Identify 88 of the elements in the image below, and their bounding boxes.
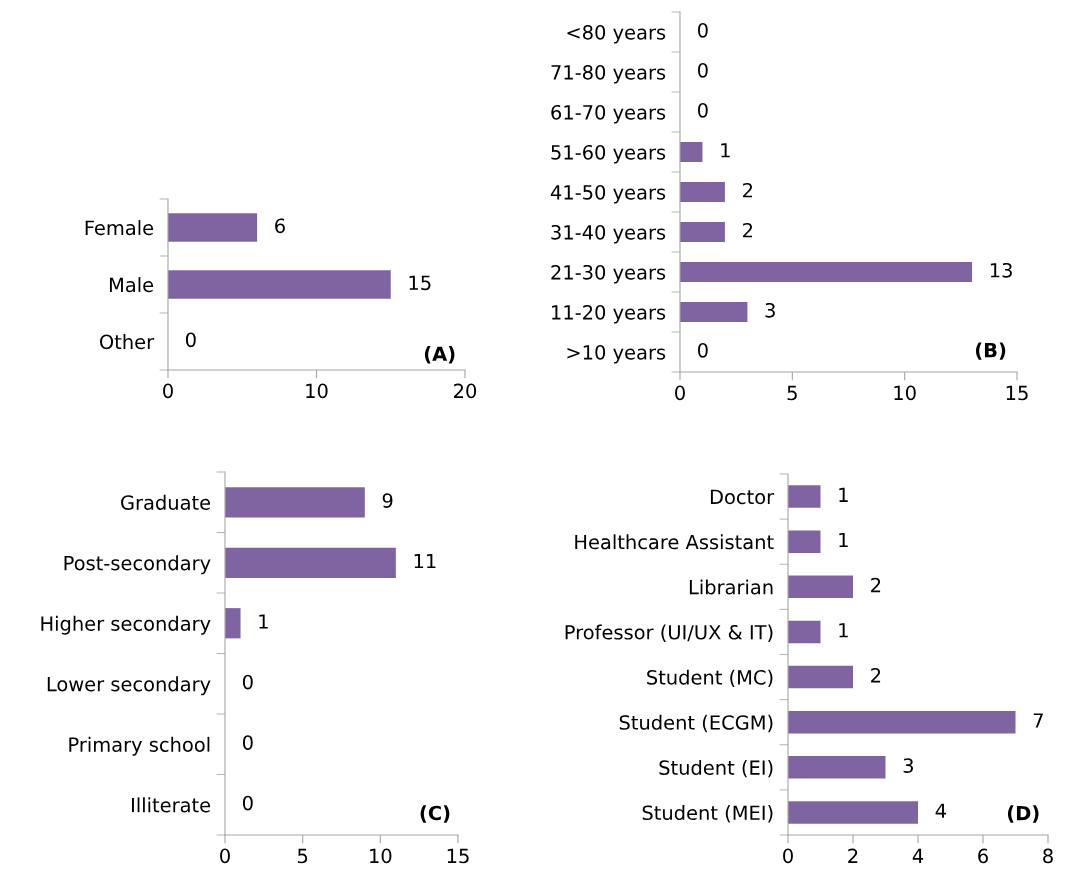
y-tick-label: 41-50 years xyxy=(550,184,666,204)
y-tick-label: Lower secondary xyxy=(47,676,211,696)
data-label: 2 xyxy=(743,182,753,198)
data-label: 1 xyxy=(839,487,848,502)
x-tick-label: 8 xyxy=(1043,848,1053,864)
x-tick-label: 5 xyxy=(297,848,308,864)
x-tick-label: 0 xyxy=(163,383,173,399)
data-label: 0 xyxy=(697,62,708,78)
y-tick-label: Female xyxy=(85,220,154,236)
data-label: 0 xyxy=(697,22,708,38)
x-tick-label: 0 xyxy=(220,848,230,864)
x-tick-label: 4 xyxy=(912,848,924,863)
bar xyxy=(680,142,703,162)
x-tick-label: 10 xyxy=(306,383,328,399)
data-label: 0 xyxy=(697,342,708,358)
data-label: 0 xyxy=(697,102,708,118)
data-label: 0 xyxy=(185,332,196,348)
y-tick-label: Healthcare Assistant xyxy=(575,534,774,550)
bar xyxy=(225,608,241,639)
data-label: 3 xyxy=(903,758,913,773)
y-tick-label: Male xyxy=(109,277,154,293)
bar xyxy=(680,302,748,322)
data-label: 2 xyxy=(871,577,881,593)
y-tick-label: <80 years xyxy=(567,24,666,44)
y-tick-label: Post-secondary xyxy=(64,555,211,575)
y-tick-label: Professor (UI/UX & IT) xyxy=(565,624,773,642)
data-label: 1 xyxy=(839,532,848,548)
y-tick-label: 61-70 years xyxy=(551,104,666,124)
data-label: 6 xyxy=(275,218,285,234)
y-tick-label: Other xyxy=(99,334,155,350)
bar xyxy=(788,530,821,553)
y-tick-label: 31-40 years xyxy=(551,224,666,244)
x-tick-label: 20 xyxy=(454,383,477,399)
annotation: (C) xyxy=(420,805,450,823)
bar xyxy=(788,710,1016,734)
data-label: 1 xyxy=(259,614,268,629)
y-tick-label: Doctor xyxy=(710,489,775,505)
data-label: 9 xyxy=(382,493,393,508)
data-label: 0 xyxy=(242,735,253,750)
bar xyxy=(225,487,365,518)
data-label: 13 xyxy=(990,262,1012,278)
data-label: 15 xyxy=(409,275,431,291)
data-label: 4 xyxy=(935,803,946,818)
y-tick-label: Student (ECGM) xyxy=(619,714,773,733)
bar xyxy=(680,222,725,242)
x-tick-label: 10 xyxy=(894,385,916,401)
data-label: 1 xyxy=(839,623,848,638)
y-tick-label: Primary school xyxy=(69,736,210,756)
y-tick-label: 51-60 years xyxy=(551,144,666,164)
data-label: 1 xyxy=(721,143,730,158)
y-tick-label: Librarian xyxy=(689,579,773,595)
bar xyxy=(225,547,396,578)
bar xyxy=(788,756,886,779)
y-tick-label: 21-30 years xyxy=(551,264,666,284)
data-label: 0 xyxy=(242,674,253,690)
data-label: 0 xyxy=(242,795,253,811)
data-label: 7 xyxy=(1033,713,1043,728)
y-tick-label: Student (EI) xyxy=(659,759,773,778)
data-label: 11 xyxy=(414,553,436,569)
bar xyxy=(788,665,853,689)
x-tick-label: 0 xyxy=(783,848,793,864)
y-tick-label: 11-20 years xyxy=(552,304,666,324)
data-label: 2 xyxy=(871,668,881,683)
data-label: 2 xyxy=(743,222,753,238)
bar xyxy=(680,262,973,282)
x-tick-label: 0 xyxy=(675,385,685,401)
x-tick-label: 10 xyxy=(370,848,392,864)
data-label: 3 xyxy=(765,302,775,318)
bar xyxy=(680,182,725,202)
x-tick-label: 2 xyxy=(848,848,858,863)
x-tick-label: 15 xyxy=(1006,385,1028,401)
bar xyxy=(788,801,918,824)
annotation: (D) xyxy=(1007,805,1039,823)
y-tick-label: Student (MEI) xyxy=(642,805,773,823)
annotation: (B) xyxy=(975,342,1006,360)
annotation: (A) xyxy=(424,346,455,364)
y-tick-label: >10 years xyxy=(567,344,666,364)
y-tick-label: Higher secondary xyxy=(41,615,211,635)
bar xyxy=(788,575,853,599)
y-tick-label: Student (MC) xyxy=(647,669,773,688)
x-tick-label: 15 xyxy=(447,848,469,864)
y-tick-label: Graduate xyxy=(121,494,211,510)
y-tick-label: 71-80 years xyxy=(551,64,666,84)
y-tick-label: Illiterate xyxy=(131,797,211,813)
x-tick-label: 5 xyxy=(787,385,797,401)
bar xyxy=(788,485,821,508)
bar xyxy=(788,620,821,644)
x-tick-label: 6 xyxy=(978,848,988,864)
